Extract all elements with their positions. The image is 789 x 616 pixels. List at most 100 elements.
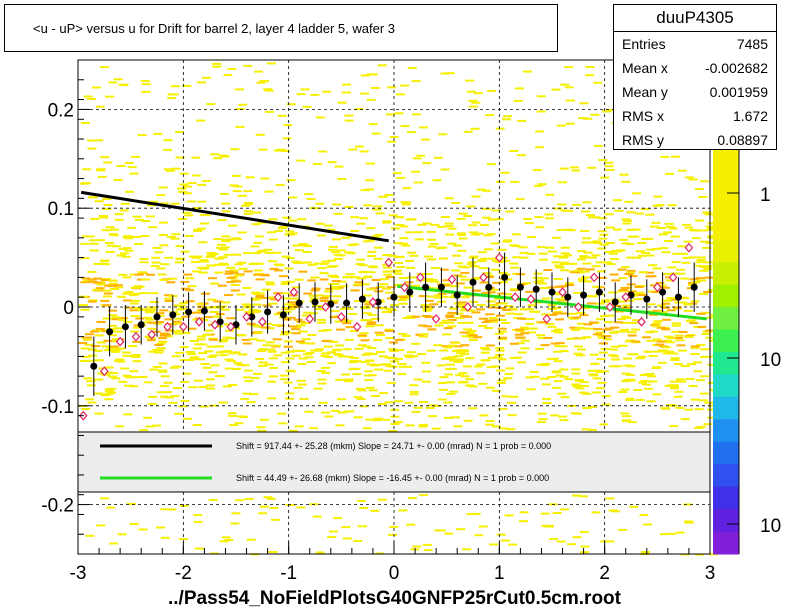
density-cell: [517, 119, 527, 122]
density-cell: [606, 108, 615, 111]
density-cell: [279, 374, 289, 377]
density-cell: [175, 156, 185, 159]
density-cell: [404, 294, 414, 297]
density-cell: [652, 267, 662, 270]
density-cell: [445, 358, 455, 360]
density-cell: [196, 358, 205, 361]
density-cell: [445, 72, 455, 75]
density-cell: [382, 270, 392, 273]
density-cell: [152, 247, 162, 249]
density-cell: [317, 318, 326, 321]
density-cell: [479, 414, 489, 417]
density-cell: [621, 306, 631, 309]
density-cell: [284, 267, 294, 270]
density-cell: [359, 405, 369, 408]
density-cell: [218, 305, 227, 308]
colorbar-cell: [713, 307, 739, 331]
density-cell: [339, 285, 349, 288]
density-cell: [373, 417, 383, 420]
density-cell: [217, 284, 227, 287]
density-cell: [313, 349, 323, 352]
density-cell: [329, 340, 339, 343]
density-cell: [234, 422, 244, 425]
density-cell: [478, 325, 488, 327]
density-cell: [112, 338, 122, 341]
density-cell: [103, 203, 113, 206]
density-cell: [675, 378, 685, 381]
density-cell: [583, 280, 593, 283]
density-cell: [591, 265, 601, 268]
density-cell: [385, 337, 395, 340]
density-cell: [336, 328, 345, 331]
y-tick-label: -0.1: [41, 397, 74, 418]
density-cell: [559, 368, 569, 371]
density-cell: [445, 233, 454, 236]
density-cell: [245, 176, 255, 179]
density-cell: [388, 533, 397, 536]
density-cell: [103, 292, 113, 295]
density-cell: [100, 279, 110, 282]
density-cell: [440, 216, 450, 218]
density-cell: [266, 348, 276, 351]
density-cell: [597, 276, 607, 279]
density-cell: [699, 392, 709, 395]
density-cell: [699, 269, 709, 272]
density-cell: [221, 202, 231, 205]
density-cell: [269, 267, 279, 270]
density-cell: [305, 352, 315, 354]
density-cell: [620, 412, 630, 415]
density-cell: [278, 275, 288, 278]
density-cell: [590, 113, 600, 116]
profile-mean-point: [390, 293, 398, 301]
density-cell: [575, 326, 585, 329]
density-cell: [255, 296, 265, 299]
density-cell: [551, 330, 561, 333]
density-cell: [517, 317, 526, 320]
density-cell: [294, 425, 304, 428]
density-cell: [80, 122, 90, 124]
density-cell: [87, 147, 97, 150]
density-cell: [226, 238, 236, 241]
density-cell: [704, 261, 714, 264]
density-cell: [154, 251, 164, 254]
density-cell: [83, 95, 93, 98]
density-cell: [587, 241, 597, 244]
density-cell: [538, 418, 548, 421]
density-cell: [198, 386, 208, 388]
density-cell: [661, 302, 670, 305]
density-cell: [204, 329, 214, 332]
density-cell: [266, 497, 276, 500]
density-cell: [476, 372, 486, 375]
density-cell: [82, 168, 92, 171]
density-cell: [265, 341, 275, 344]
density-cell: [466, 262, 476, 265]
density-cell: [116, 347, 126, 350]
density-cell: [559, 419, 569, 422]
density-cell: [631, 228, 641, 231]
density-cell: [498, 330, 508, 333]
density-cell: [330, 310, 340, 313]
density-cell: [135, 317, 145, 320]
density-cell: [184, 235, 194, 237]
density-cell: [572, 412, 582, 415]
density-cell: [282, 137, 292, 140]
stats-label: Entries: [622, 36, 666, 52]
density-cell: [188, 386, 198, 389]
density-cell: [582, 407, 592, 410]
density-cell: [695, 553, 705, 556]
density-cell: [451, 341, 461, 344]
density-cell: [470, 278, 480, 281]
density-cell: [109, 542, 119, 545]
density-cell: [117, 295, 126, 298]
density-cell: [115, 358, 125, 361]
density-cell: [616, 249, 626, 252]
density-cell: [540, 512, 550, 515]
density-cell: [179, 346, 189, 349]
density-cell: [129, 302, 139, 305]
density-cell: [359, 150, 369, 153]
density-cell: [114, 330, 124, 333]
density-cell: [310, 276, 320, 279]
density-cell: [180, 399, 190, 402]
density-cell: [652, 366, 662, 369]
